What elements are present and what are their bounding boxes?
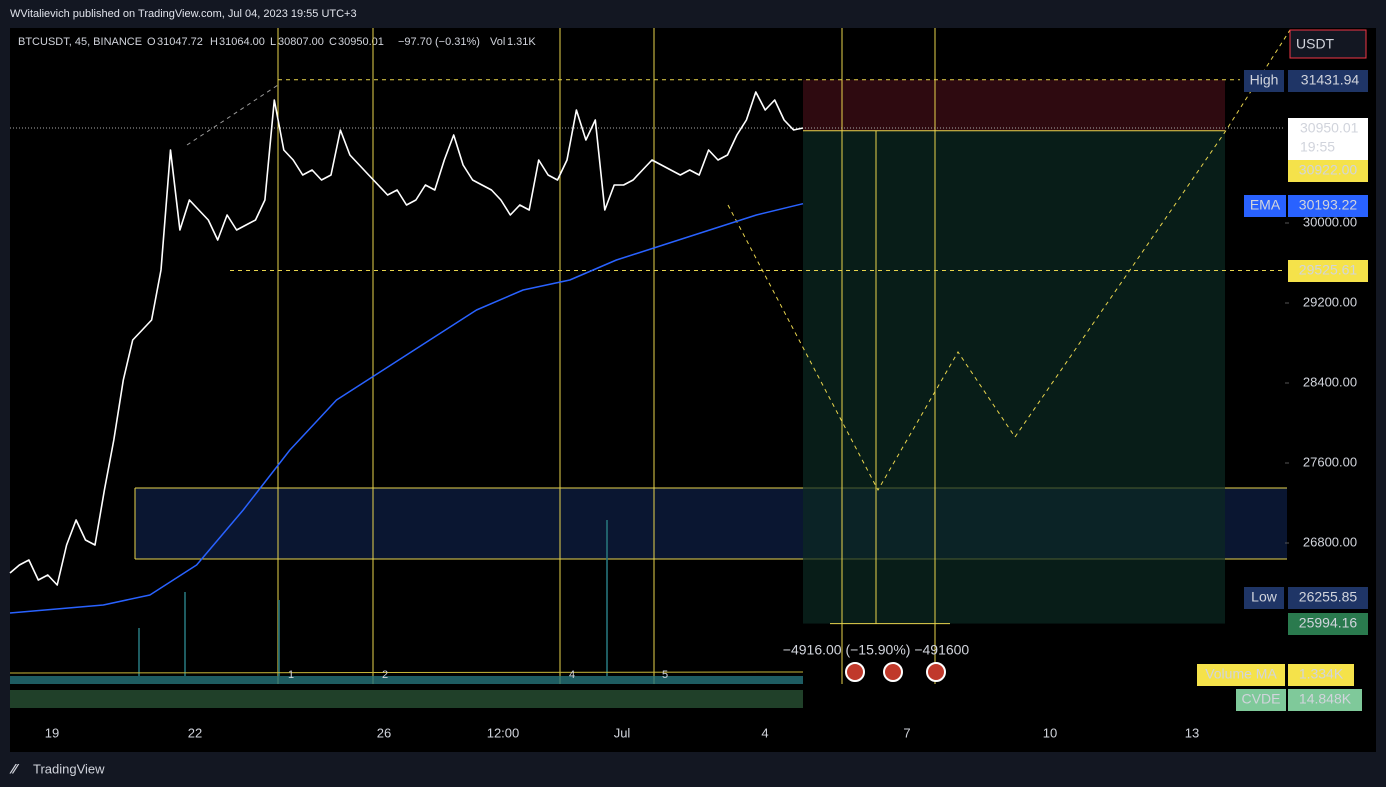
target-bottom: 25994.16 [1299, 615, 1358, 631]
high-name-box [1244, 70, 1284, 92]
volume [10, 520, 803, 684]
legend: BTCUSDT, 45, BINANCE O 31047.72 H 31064.… [18, 36, 536, 48]
y-tick-label: 26800.00 [1303, 534, 1357, 549]
ema-box [1288, 195, 1368, 217]
y-tick-label: 27600.00 [1303, 454, 1357, 469]
countdown: 19:55 [1300, 139, 1335, 155]
currency: USDT [1296, 36, 1335, 52]
logo: ⁄⁄ [9, 761, 19, 777]
c: 30950.01 [338, 36, 384, 48]
h: 31064.00 [219, 36, 265, 48]
volume-ma-name: Volume MA [1205, 666, 1277, 682]
c-label: C [329, 36, 337, 48]
y-tick-label: 28400.00 [1303, 374, 1357, 389]
cvde-value: 14.848K [1299, 691, 1352, 707]
currency-box [1289, 29, 1367, 59]
volume-ma-box [1288, 664, 1354, 686]
measure: −4916.00 (−15.90%) −491600 [783, 642, 970, 658]
high-name: High [1250, 72, 1279, 88]
session-marker: 1 [288, 669, 294, 681]
y-tick-label: 30000.00 [1303, 214, 1357, 229]
x-tick-label: 19 [45, 725, 59, 740]
level-box [1288, 260, 1368, 282]
publisher: WVitalievich published on TradingView.co… [10, 8, 357, 20]
x-tick-label: 22 [188, 725, 202, 740]
volume-ma-name-box [1197, 664, 1285, 686]
cvde-name: CVDE [1242, 691, 1281, 707]
x-tick-label: 26 [377, 725, 391, 740]
vol: 1.31K [507, 36, 536, 48]
loss-zone [803, 79, 1225, 131]
price-line [9, 91, 804, 586]
change: −97.70 (−0.31%) [398, 36, 480, 48]
footer [0, 752, 1386, 787]
o: 31047.72 [157, 36, 203, 48]
x-tick-label: 10 [1043, 725, 1057, 740]
session-marker: 2 [382, 669, 388, 681]
high-value: 31431.94 [1301, 72, 1360, 88]
cvde-box [1288, 689, 1362, 711]
low-value: 26255.85 [1299, 589, 1358, 605]
high-box [1288, 70, 1368, 92]
x-tick-label: 4 [761, 725, 768, 740]
brand: TradingView [33, 761, 105, 776]
x-tick-label: 13 [1185, 725, 1199, 740]
x-tick-label: Jul [614, 725, 631, 740]
low-box [1288, 587, 1368, 609]
volume-ma-line [9, 671, 804, 674]
y-tick-label: 29200.00 [1303, 294, 1357, 309]
target-bottom-box [1288, 613, 1368, 635]
cvd-area [10, 690, 803, 708]
x-tick-label: 7 [903, 725, 910, 740]
ema-line [9, 202, 804, 614]
vol-label: Vol [490, 36, 505, 48]
x-tick-label: 12:00 [487, 725, 520, 740]
h-label: H [210, 36, 218, 48]
level: 29525.61 [1299, 262, 1358, 278]
ema-name: EMA [1250, 197, 1281, 213]
trend-line [186, 84, 279, 146]
last-value: 30950.01 [1300, 120, 1359, 136]
l: 30807.00 [278, 36, 324, 48]
session-marker: 5 [662, 669, 668, 681]
target-top-box [1288, 160, 1368, 182]
target-top: 30922.00 [1299, 162, 1358, 178]
session-marker: 4 [569, 669, 575, 681]
o-label: O [147, 36, 156, 48]
event-icons [845, 662, 946, 682]
symbol: BTCUSDT, 45, BINANCE [18, 36, 142, 48]
low-name-box [1244, 587, 1284, 609]
ema-name-box [1244, 195, 1286, 217]
last-box [1288, 118, 1368, 160]
profit-zone [803, 130, 1225, 624]
volume-ma-value: 1.334K [1299, 666, 1344, 682]
vertical-lines [277, 28, 936, 684]
low-name: Low [1251, 589, 1278, 605]
l-label: L [270, 36, 276, 48]
price-axis: USDT High 31431.94 30950.01 19:55 30922.… [1244, 29, 1368, 635]
cvde-name-box [1236, 689, 1286, 711]
ema-value: 30193.22 [1299, 197, 1358, 213]
